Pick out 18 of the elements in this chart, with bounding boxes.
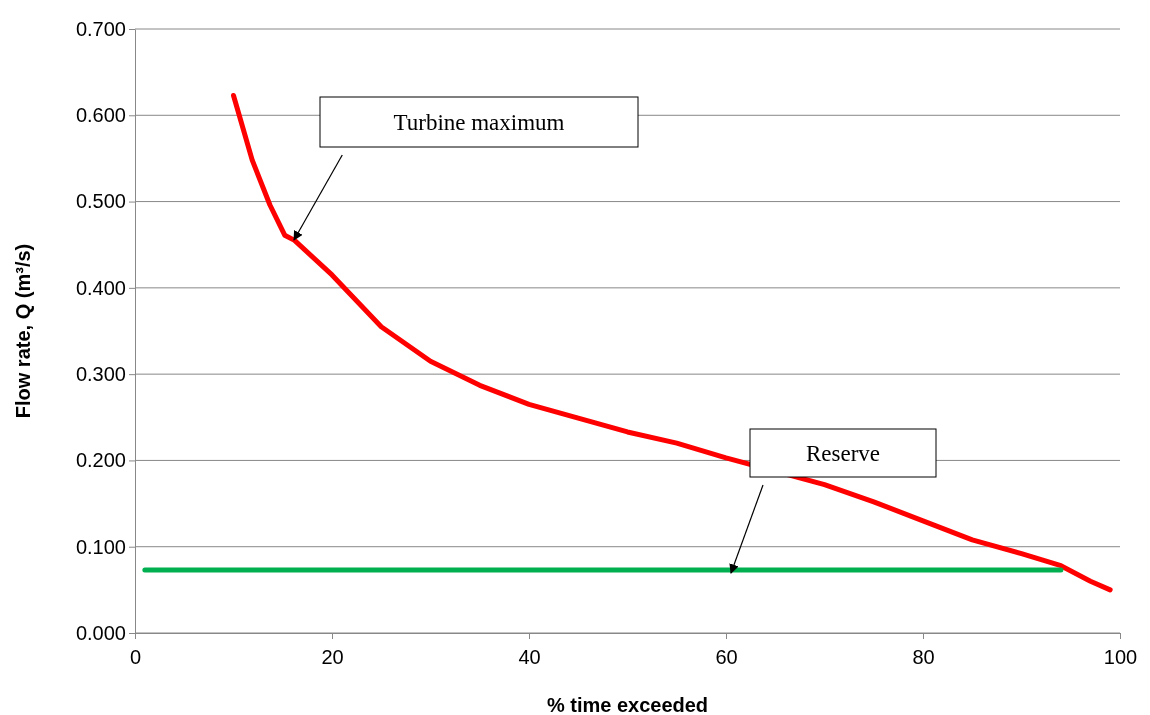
- x-tick-label: 20: [321, 646, 344, 668]
- y-tick-label: 0.100: [75, 535, 126, 558]
- y-tick-label: 0.000: [75, 621, 126, 644]
- y-tick-label: 0.200: [75, 449, 126, 472]
- x-tick-label: 0: [129, 646, 142, 668]
- x-axis-title: % time exceeded: [546, 694, 709, 715]
- y-tick-label: 0.500: [75, 190, 126, 213]
- y-tick-label: 0.700: [75, 17, 126, 40]
- annotation: Turbine maximum: [393, 110, 565, 135]
- x-tick-label: 100: [1103, 646, 1138, 668]
- x-tick-label: 60: [715, 646, 738, 668]
- y-axis-title: Flow rate, Q (m³/s): [12, 243, 34, 419]
- y-tick-label: 0.300: [75, 363, 126, 386]
- y-tick-label: 0.600: [75, 104, 126, 127]
- annotation: Reserve: [805, 441, 881, 466]
- x-tick-label: 80: [912, 646, 935, 668]
- x-tick-label: 40: [518, 646, 541, 668]
- y-tick-label: 0.400: [75, 276, 126, 299]
